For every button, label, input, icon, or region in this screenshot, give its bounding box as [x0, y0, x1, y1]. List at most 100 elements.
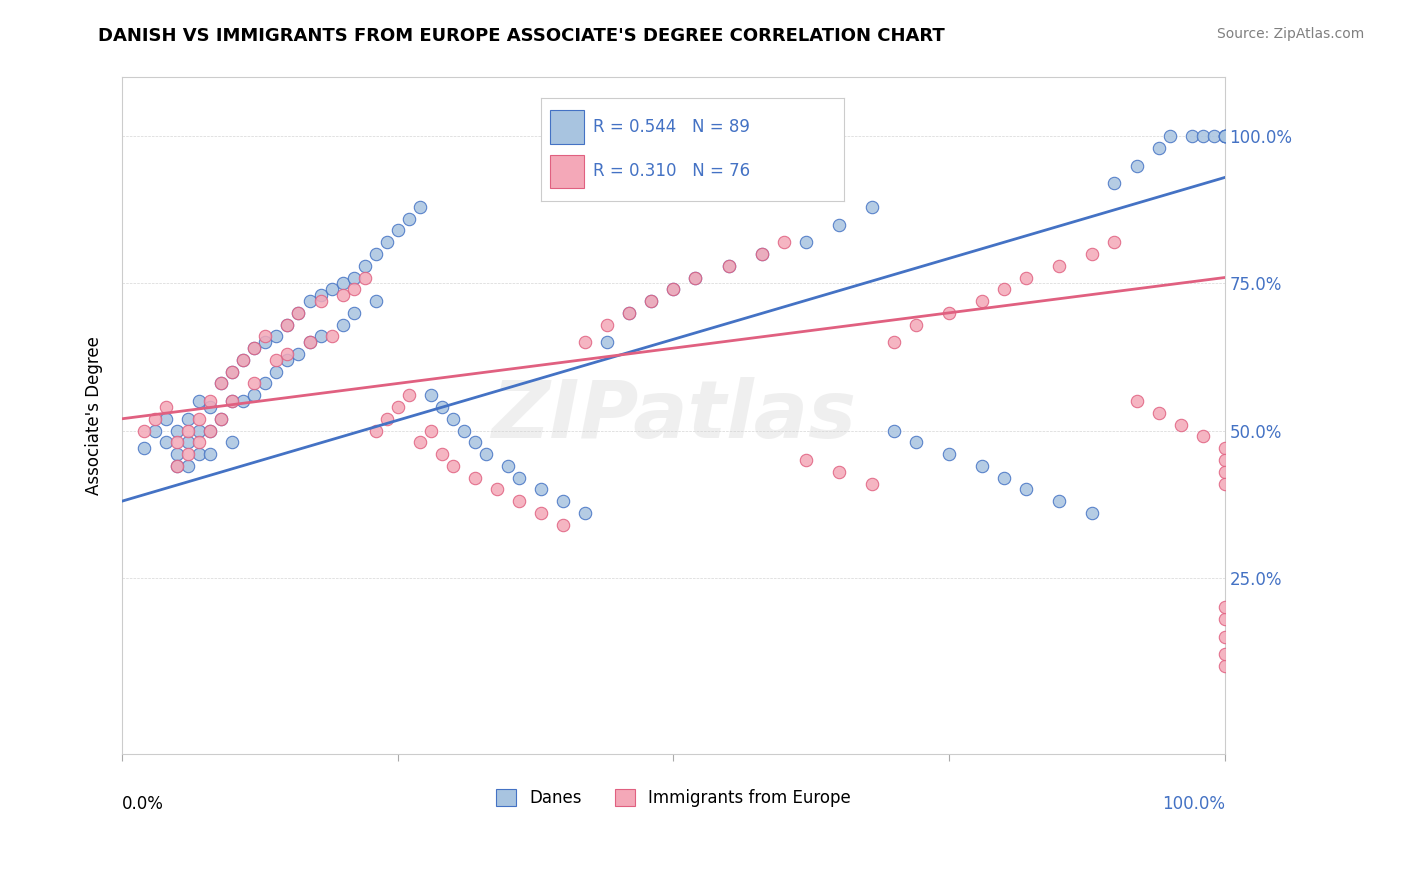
Point	[243, 388, 266, 402]
Point	[1213, 129, 1236, 144]
Point	[321, 329, 343, 343]
Point	[166, 435, 188, 450]
Point	[332, 288, 354, 302]
Point	[266, 365, 288, 379]
Text: DANISH VS IMMIGRANTS FROM EUROPE ASSOCIATE'S DEGREE CORRELATION CHART: DANISH VS IMMIGRANTS FROM EUROPE ASSOCIA…	[98, 27, 945, 45]
Point	[177, 435, 200, 450]
Point	[751, 247, 773, 261]
Point	[772, 235, 794, 250]
Point	[1213, 465, 1236, 479]
Point	[1191, 429, 1213, 443]
Point	[904, 435, 927, 450]
Point	[1213, 476, 1236, 491]
Point	[1213, 612, 1236, 626]
Point	[1213, 600, 1236, 615]
Point	[287, 347, 309, 361]
Point	[1147, 406, 1170, 420]
Point	[276, 318, 298, 332]
Point	[155, 435, 177, 450]
Point	[409, 200, 432, 214]
Point	[530, 506, 553, 520]
Y-axis label: Associate's Degree: Associate's Degree	[86, 336, 103, 495]
Point	[794, 453, 817, 467]
Point	[375, 235, 398, 250]
Point	[794, 235, 817, 250]
FancyBboxPatch shape	[550, 154, 583, 188]
Point	[828, 465, 851, 479]
Point	[200, 394, 222, 409]
Point	[1191, 129, 1213, 144]
Point	[640, 294, 662, 309]
Point	[1081, 506, 1104, 520]
Text: 100.0%: 100.0%	[1161, 795, 1225, 813]
Point	[221, 365, 243, 379]
Point	[177, 411, 200, 425]
Point	[883, 424, 905, 438]
Text: R = 0.310   N = 76: R = 0.310 N = 76	[593, 162, 749, 180]
Point	[221, 435, 243, 450]
Point	[1213, 647, 1236, 661]
Point	[574, 506, 596, 520]
Point	[155, 411, 177, 425]
Point	[619, 306, 641, 320]
Point	[266, 352, 288, 367]
Point	[343, 306, 366, 320]
Point	[508, 494, 530, 508]
Point	[309, 329, 332, 343]
Point	[419, 388, 441, 402]
Text: R = 0.544   N = 89: R = 0.544 N = 89	[593, 119, 749, 136]
Point	[464, 435, 486, 450]
Point	[188, 394, 211, 409]
Point	[860, 200, 883, 214]
Point	[938, 447, 960, 461]
Point	[993, 470, 1015, 484]
Point	[1213, 630, 1236, 644]
Point	[200, 400, 222, 414]
Point	[200, 424, 222, 438]
Point	[243, 376, 266, 391]
Point	[232, 352, 254, 367]
Point	[200, 424, 222, 438]
Point	[662, 282, 685, 296]
Point	[332, 277, 354, 291]
Point	[309, 294, 332, 309]
Point	[188, 435, 211, 450]
Point	[1125, 159, 1147, 173]
Point	[1125, 394, 1147, 409]
Point	[243, 341, 266, 355]
Point	[132, 441, 155, 455]
Point	[1213, 441, 1236, 455]
Point	[353, 259, 375, 273]
Point	[1104, 235, 1126, 250]
Point	[1104, 177, 1126, 191]
Point	[298, 335, 321, 350]
Point	[1015, 270, 1038, 285]
Point	[1147, 141, 1170, 155]
Point	[1047, 259, 1070, 273]
Point	[266, 329, 288, 343]
Point	[398, 388, 420, 402]
Point	[441, 458, 464, 473]
Point	[1170, 417, 1192, 432]
Point	[166, 458, 188, 473]
Point	[828, 218, 851, 232]
Point	[419, 424, 441, 438]
Point	[243, 341, 266, 355]
Point	[662, 282, 685, 296]
Point	[508, 470, 530, 484]
Point	[1047, 494, 1070, 508]
Point	[166, 424, 188, 438]
Point	[685, 270, 707, 285]
Point	[619, 306, 641, 320]
Point	[221, 365, 243, 379]
Point	[1213, 659, 1236, 673]
Point	[209, 411, 232, 425]
Point	[155, 400, 177, 414]
Point	[177, 458, 200, 473]
Point	[287, 306, 309, 320]
Point	[717, 259, 740, 273]
Point	[453, 424, 475, 438]
Point	[276, 347, 298, 361]
Point	[387, 400, 409, 414]
Point	[221, 394, 243, 409]
